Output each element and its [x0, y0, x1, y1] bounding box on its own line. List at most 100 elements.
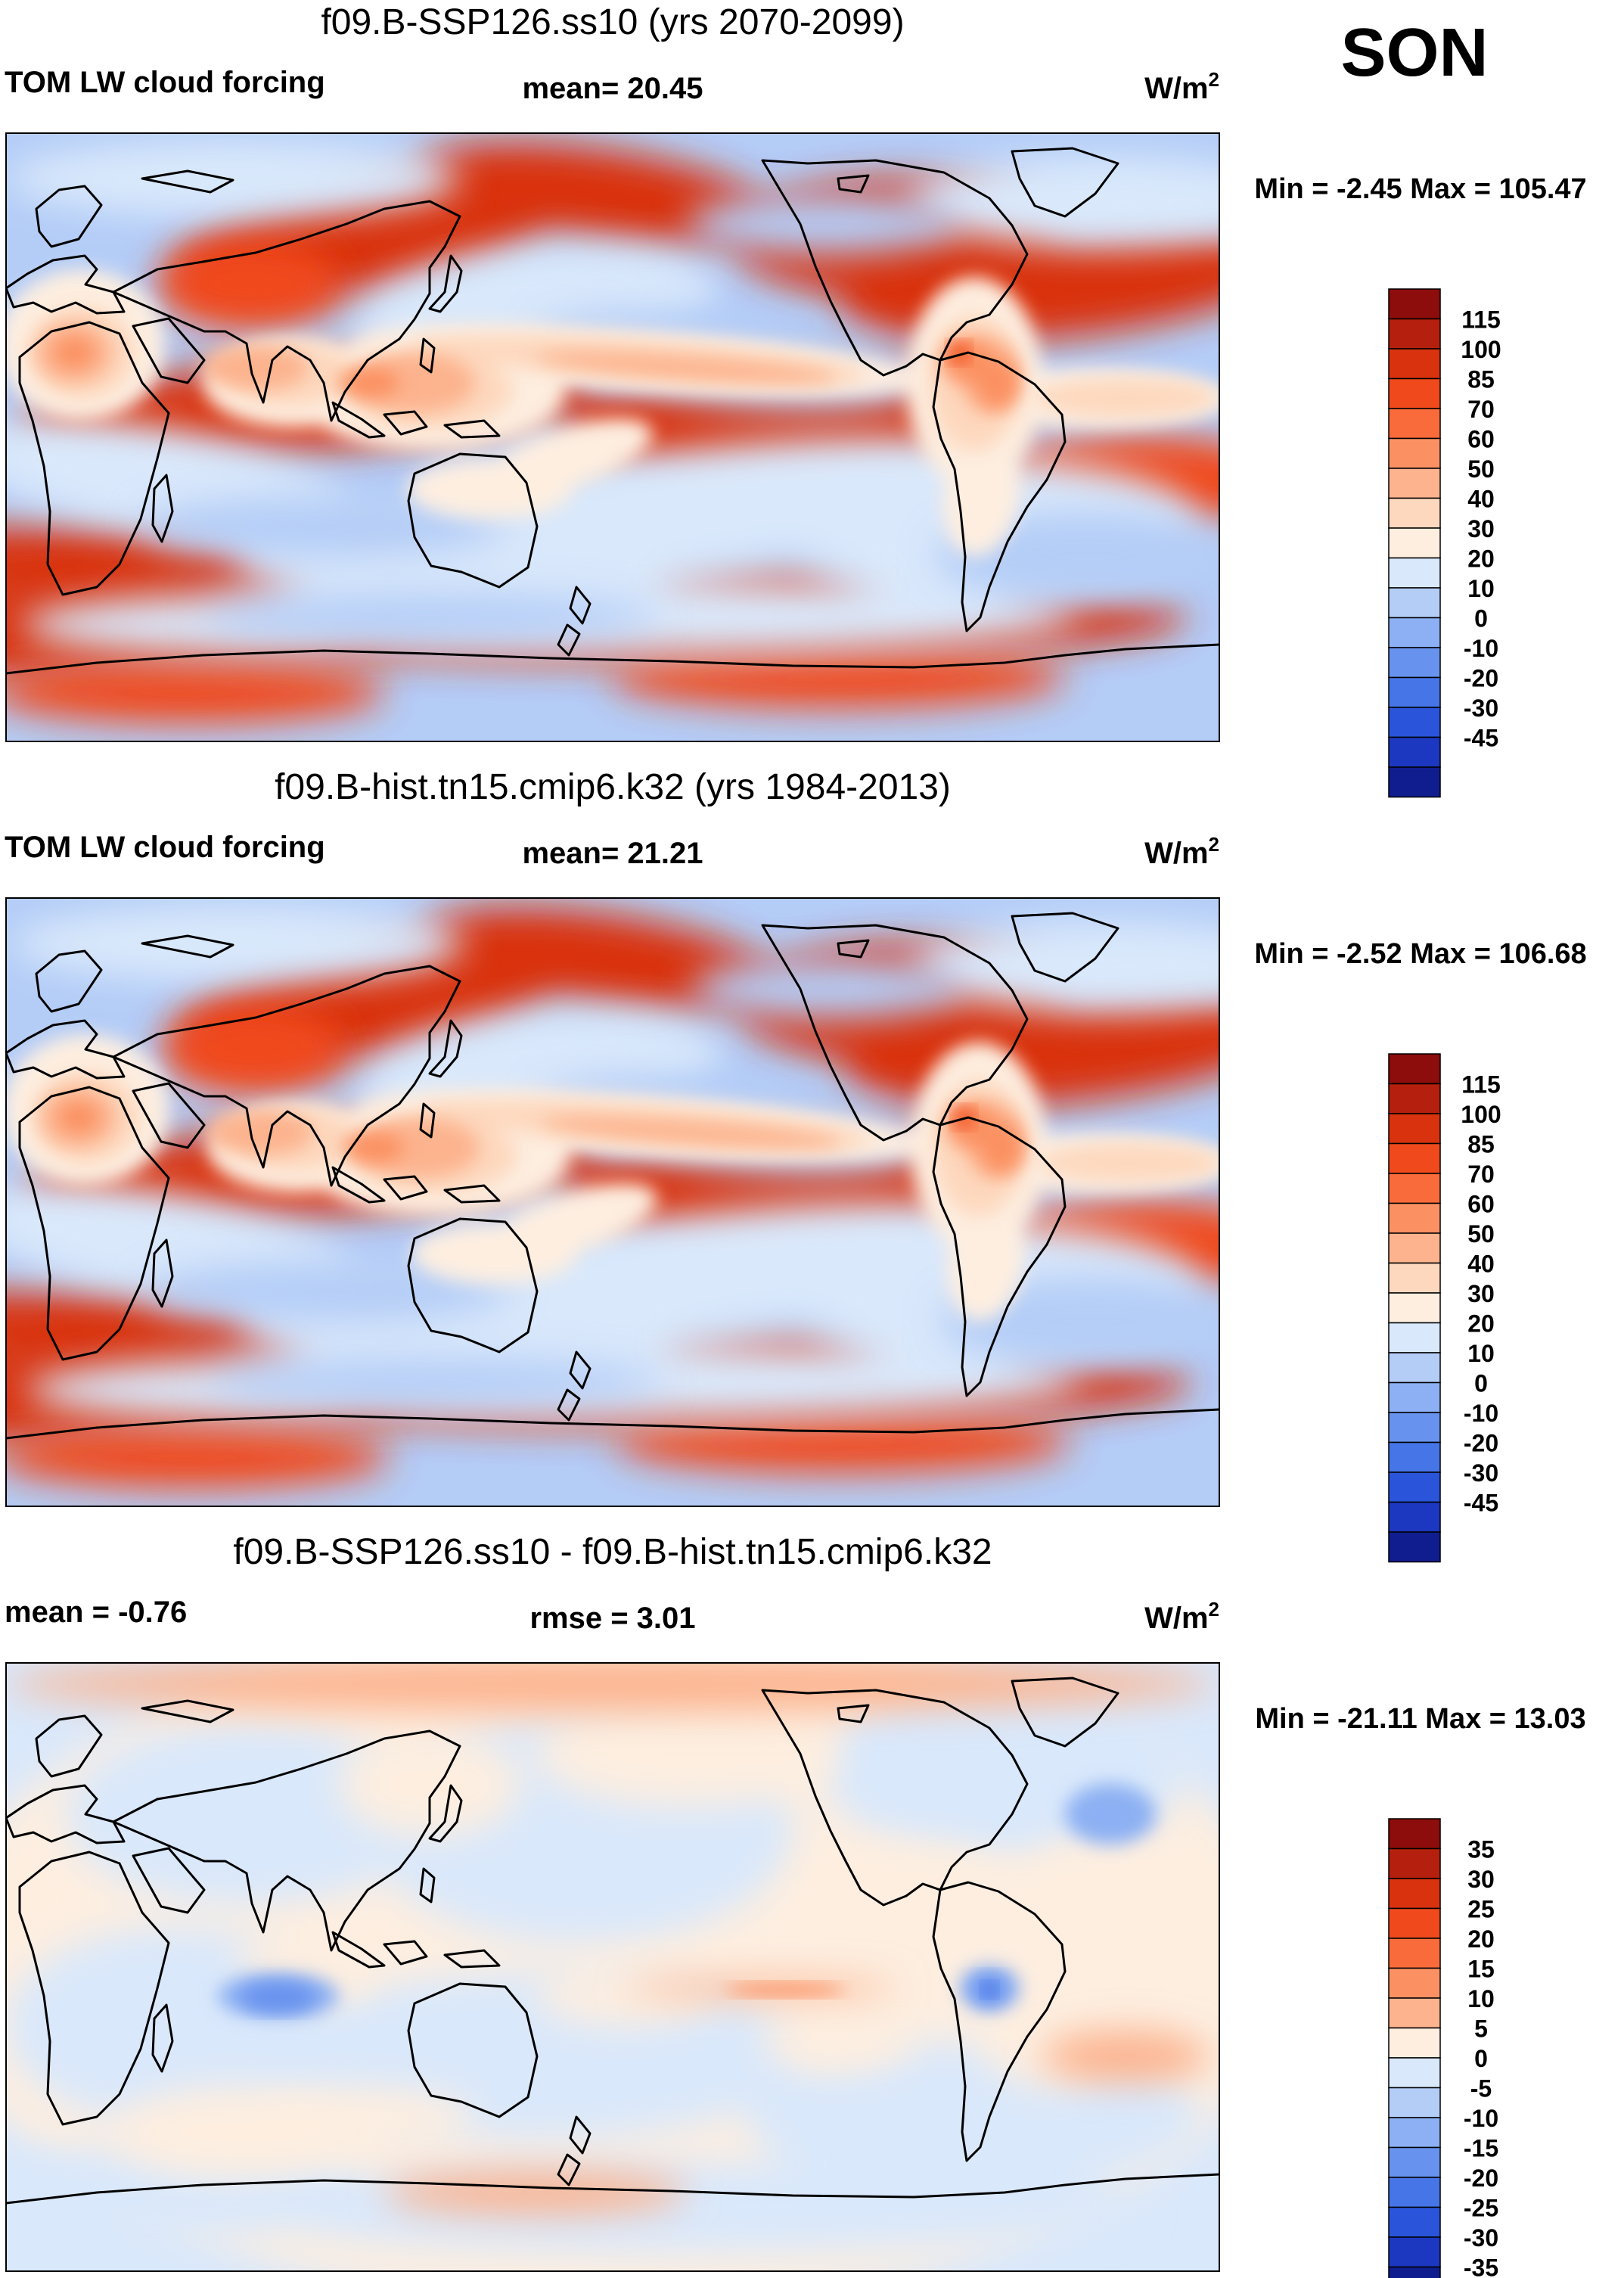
contour-region [1042, 2031, 1209, 2082]
colorbar-box [1388, 2266, 1441, 2278]
colorbar-tick-label: 25 [1467, 1896, 1495, 1923]
colorbar-tick-label: 40 [1467, 486, 1495, 513]
minmax-label: Min = -2.52 Max = 106.68 [1254, 938, 1586, 970]
colorbar-box [1388, 1472, 1441, 1503]
contour-region [407, 458, 573, 519]
colorbar-tick-label: -20 [1464, 665, 1498, 692]
colorbar-tick-label: -10 [1464, 1400, 1498, 1427]
colorbar-tick-label: 60 [1467, 426, 1495, 453]
contour-region [953, 1107, 974, 1128]
contour-region [339, 368, 399, 398]
colorbar-box [1388, 1938, 1441, 1969]
contour-region [906, 156, 1219, 247]
contour-region [536, 1966, 717, 2026]
contour-region [949, 342, 970, 363]
contour-layer [36, 322, 1020, 413]
map-field [6, 899, 1219, 1506]
colorbar-tick-label: -45 [1464, 725, 1498, 752]
contour-region [339, 1731, 520, 1837]
colorbar-tick-label: -35 [1464, 2255, 1498, 2278]
colorbar-tick-label: 70 [1467, 1161, 1495, 1188]
colorbar-tick-label: 10 [1467, 1985, 1495, 2012]
colorbar-tick-label: -5 [1470, 2075, 1492, 2102]
colorbar-box [1388, 1967, 1441, 1999]
contour-layer [982, 1982, 997, 1997]
colorbar-tick-label: -30 [1464, 2224, 1498, 2252]
contour-region [1065, 1784, 1156, 1844]
stat-label: mean= 20.45 [522, 72, 703, 105]
chart-panel-1: f09.B-SSP126.ss10 (yrs 2070-2099) TOM LW … [5, 2, 1587, 798]
colorbar-box [1388, 1412, 1441, 1444]
colorbar-tick-label: -20 [1464, 1430, 1498, 1457]
colorbar-box [1388, 1322, 1441, 1353]
colorbar-tick-label: 85 [1467, 1131, 1495, 1158]
colorbar-tick-label: -10 [1464, 635, 1498, 662]
minmax-label: Min = -21.11 Max = 13.03 [1255, 1703, 1585, 1735]
colorbar-tick-label: -25 [1464, 2195, 1498, 2222]
contour-region [687, 194, 959, 254]
contour-region [384, 2171, 687, 2214]
contour-region [616, 1412, 1070, 1473]
contour-region [947, 1201, 1026, 1322]
colorbar-box [1388, 2146, 1441, 2178]
map-frame [5, 1662, 1220, 2272]
stat-label: mean= 21.21 [522, 837, 703, 870]
colorbar-box [1388, 1113, 1441, 1145]
contour-region [233, 2162, 1141, 2253]
colorbar-tick-label: -30 [1464, 1459, 1498, 1487]
stat-label: rmse = 3.01 [529, 1602, 695, 1635]
colorbar-box [1388, 2206, 1441, 2238]
colorbar-box [1388, 736, 1441, 768]
colorbar-box [1388, 2236, 1441, 2268]
units-exponent: 2 [1209, 833, 1219, 856]
colorbar-tick-label: -30 [1464, 695, 1498, 722]
contour-layer [953, 1107, 974, 1128]
colorbar-tick-label: 115 [1461, 1071, 1501, 1099]
colorbar-tick-label: -10 [1464, 2105, 1498, 2132]
colorbar-box [1388, 557, 1441, 589]
colorbar-box [1388, 1818, 1441, 1850]
colorbar-box [1388, 676, 1441, 708]
colorbar-tick-label: 20 [1467, 1925, 1495, 1953]
colorbar-tick-label: 0 [1474, 2045, 1488, 2072]
colorbar-box [1388, 1501, 1441, 1533]
contour-region [241, 1982, 316, 2012]
colorbar-box [1388, 318, 1441, 350]
left-label: mean = -0.76 [5, 1596, 187, 1629]
colorbar-tick-label: 30 [1467, 1280, 1495, 1307]
contour-region [1012, 1837, 1194, 1943]
contour-region [611, 648, 1065, 708]
colorbar-box [1388, 1907, 1441, 1939]
colorbar-tick-label: 50 [1467, 455, 1495, 483]
contour-layer [949, 342, 970, 363]
colorbar-box [1388, 437, 1441, 469]
contour-region [982, 1982, 997, 1997]
panels-group: f09.B-SSP126.ss10 (yrs 2070-2099) TOM LW … [5, 2, 1587, 2278]
colorbar-box [1388, 647, 1441, 679]
units-exponent: 2 [1209, 68, 1219, 91]
contour-region [411, 1223, 578, 1284]
units-text: W/m [1144, 837, 1208, 870]
left-label: TOM LW cloud forcing [5, 66, 325, 99]
colorbar-box [1388, 527, 1441, 559]
colorbar-box [1388, 587, 1441, 619]
contour-region [67, 1723, 430, 1905]
colorbar-tick-label: 100 [1461, 1101, 1501, 1128]
colorbar-box [1388, 1292, 1441, 1324]
colorbar-box [1388, 2087, 1441, 2118]
units-text: W/m [1144, 72, 1208, 105]
contour-region [6, 663, 384, 723]
contour-region [207, 1360, 661, 1405]
colorbar-box [1388, 468, 1441, 499]
colorbar-box [1388, 378, 1441, 409]
contour-region [540, 1117, 843, 1148]
panel-title: f09.B-hist.tn15.cmip6.k32 (yrs 1984-2013… [275, 767, 951, 807]
colorbar-box [1388, 707, 1441, 738]
contour-region [147, 1261, 510, 1322]
colorbar-tick-label: 60 [1467, 1191, 1495, 1218]
contour-region [976, 357, 1018, 409]
colorbar-tick-label: 70 [1467, 396, 1495, 423]
